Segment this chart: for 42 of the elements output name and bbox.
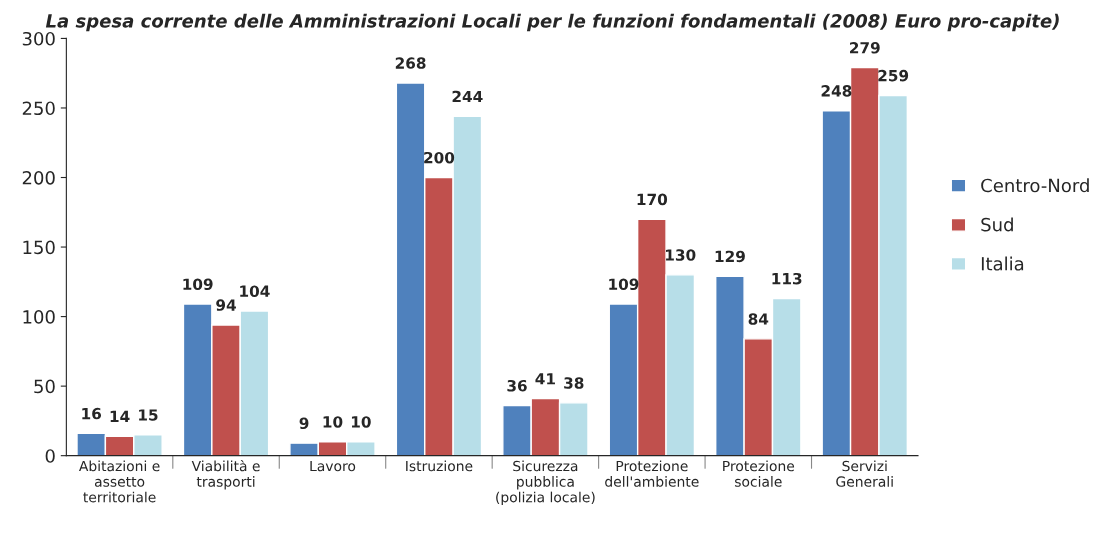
x-tick-label: Protezione dell'ambiente [605,460,699,487]
data-label: 41 [535,373,555,385]
x-tick-label: Viabilità e trasporti [191,459,260,490]
x-tick-label: Sicurezza pubblica (polizia locale) [496,460,595,506]
data-label: 244 [452,90,483,103]
y-tick-label: 150 [23,240,55,255]
data-label: 200 [424,151,455,164]
data-label: 170 [637,193,668,206]
x-tick-label: Istruzione [406,460,473,472]
x-tick-label: Servizi Generali [836,460,893,487]
data-label: 36 [507,379,527,392]
y-tick-label: 300 [22,31,55,46]
chart-title: La spesa corrente delle Amministrazioni Locali per le funzioni fondamentali (2008) Euro pro-capite) [45,13,1059,32]
data-label: 16 [82,407,102,420]
y-tick-label: 50 [34,379,55,394]
y-tick-label: 0 [45,449,55,463]
data-label: 10 [351,416,371,428]
data-label: 104 [240,285,270,297]
x-tick-label: Abitazioni e assetto territoriale [78,460,160,503]
x-tick-label: Protezione sociale [723,460,795,487]
data-label: 109 [183,278,213,290]
data-label: 84 [748,313,769,325]
data-label: 94 [216,299,236,311]
data-label: 130 [666,249,696,261]
y-tick-label: 200 [22,170,55,185]
y-tick-label: 100 [23,310,55,324]
data-label: 38 [564,377,584,389]
data-label: 113 [772,272,802,285]
data-label: 268 [395,57,426,69]
x-tick-label: Lavoro [310,460,356,472]
data-label: 279 [850,42,880,54]
y-tick-label: 250 [22,101,55,116]
legend-label: Centro-Nord [981,178,1089,193]
data-label: 9 [299,417,309,430]
data-label: 10 [323,416,343,428]
data-label: 259 [878,69,909,82]
legend-label: Italia [981,256,1024,271]
data-label: 14 [110,410,130,422]
data-label: 129 [715,250,745,263]
data-label: 109 [609,278,639,290]
legend-label: Sud [981,217,1013,232]
data-label: 15 [139,409,158,421]
